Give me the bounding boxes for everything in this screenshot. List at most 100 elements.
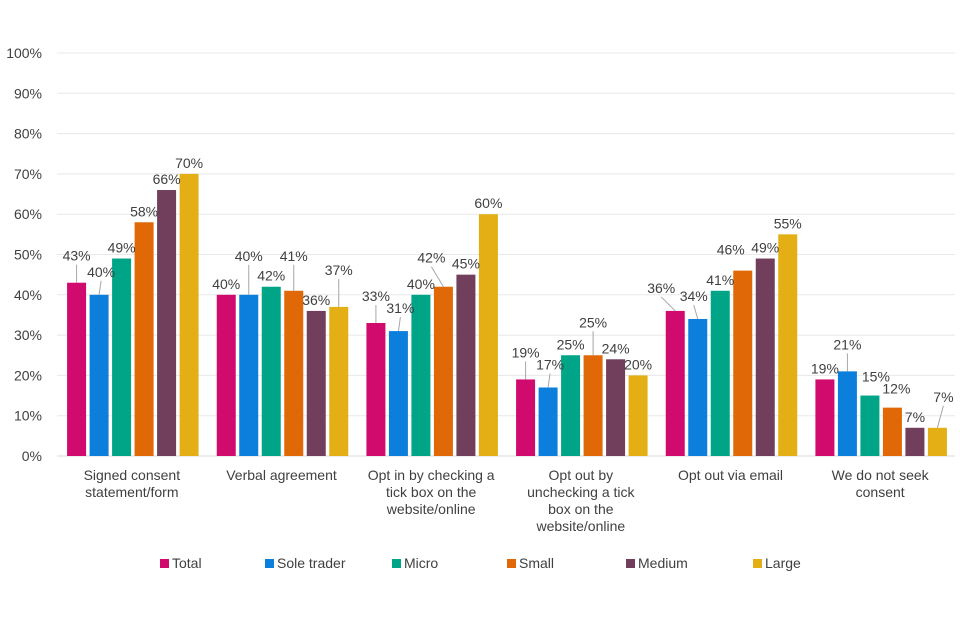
data-label: 41% [280, 248, 308, 264]
legend-label: Small [519, 555, 555, 571]
bar-micro [261, 286, 281, 456]
data-label: 66% [153, 171, 181, 187]
legend-swatch [626, 558, 635, 568]
y-axis-ticks: 0% 10% 20% 30% 40% 50% 60% 70% 80% 90% 100% [6, 45, 42, 464]
category-label-line: website/online [535, 518, 625, 534]
category-label-line: consent [856, 484, 905, 500]
data-label: 45% [452, 256, 480, 272]
category-label-line: Verbal agreement [226, 467, 337, 483]
category-label: Signed consent statement/form [84, 467, 181, 500]
bar-micro [561, 355, 581, 456]
bar-large [179, 173, 199, 456]
data-label: 58% [130, 203, 158, 219]
data-label: 19% [811, 360, 839, 376]
bar-large [927, 427, 947, 456]
bar-sole-trader [388, 331, 408, 456]
category-label-line: Opt out via email [678, 467, 783, 483]
category-label-line: Opt out by [549, 467, 614, 483]
category-label-line: tick box on the [386, 484, 476, 500]
bar-medium [755, 258, 775, 456]
data-label: 31% [386, 300, 414, 316]
bar-small [433, 286, 453, 456]
category-label: Opt out via email [678, 467, 783, 483]
leader-line [660, 296, 676, 312]
legend-swatch [265, 558, 274, 568]
data-label: 25% [557, 336, 585, 352]
bar-total [815, 379, 835, 456]
data-label: 7% [933, 389, 953, 405]
data-label: 19% [512, 344, 540, 360]
bars [67, 173, 947, 456]
y-tick-label: 100% [6, 45, 42, 61]
data-label: 55% [774, 215, 802, 231]
label-leader-lines [76, 264, 944, 428]
data-label: 40% [212, 276, 240, 292]
bar-sole-trader [837, 371, 857, 456]
legend-item-micro: Micro [392, 555, 438, 571]
data-label: 42% [417, 250, 445, 266]
legend-item-total: Total [160, 555, 202, 571]
leader-line [430, 266, 444, 287]
legend-item-sole-trader: Sole trader [265, 555, 345, 571]
data-label: 25% [579, 314, 607, 330]
data-label: 21% [833, 336, 861, 352]
bar-large [628, 375, 648, 456]
data-label: 49% [108, 240, 136, 256]
legend-item-large: Large [753, 555, 801, 571]
data-label: 46% [717, 242, 745, 258]
bar-total [67, 282, 87, 456]
data-label: 40% [407, 276, 435, 292]
y-tick-label: 60% [14, 206, 42, 222]
legend-label: Medium [638, 555, 688, 571]
bar-sole-trader [688, 318, 708, 456]
category-label-line: website/online [386, 501, 476, 517]
data-label: 24% [602, 340, 630, 356]
y-tick-label: 10% [14, 408, 42, 424]
category-label-line: Signed consent [84, 467, 181, 483]
data-labels: 43%40%49%58%66%70%40%40%42%41%36%37%33%3… [63, 155, 954, 425]
legend-item-medium: Medium [626, 555, 688, 571]
bar-micro [710, 290, 730, 456]
bar-sole-trader [538, 387, 558, 456]
x-axis-category-labels: Signed consent statement/form Verbal agree… [84, 467, 930, 534]
bar-small [882, 407, 902, 456]
bar-total [366, 323, 386, 456]
y-tick-label: 70% [14, 166, 42, 182]
category-label: Verbal agreement [226, 467, 337, 483]
data-label: 40% [87, 264, 115, 280]
legend: Total Sole trader Micro Small Medium Large [160, 555, 820, 575]
y-tick-label: 20% [14, 367, 42, 383]
data-label: 70% [175, 155, 203, 171]
bar-medium [905, 427, 925, 456]
bar-small [583, 355, 603, 456]
leader-line [547, 373, 551, 388]
bar-small [134, 222, 154, 456]
data-label: 12% [882, 381, 910, 397]
data-label: 36% [647, 280, 675, 296]
leader-line [936, 405, 944, 428]
bar-sole-trader [239, 294, 259, 456]
data-label: 34% [680, 288, 708, 304]
data-label: 15% [862, 369, 890, 385]
data-label: 41% [706, 272, 734, 288]
bar-micro [411, 294, 431, 456]
leader-line [98, 280, 102, 295]
data-label: 40% [235, 248, 263, 264]
y-tick-label: 0% [22, 448, 42, 464]
category-label: Opt out by unchecking a tick box on the web… [527, 467, 635, 534]
legend-swatch [392, 558, 401, 568]
data-label: 49% [751, 240, 779, 256]
legend-label: Micro [404, 555, 439, 571]
bar-medium [306, 310, 326, 456]
data-label: 33% [362, 288, 390, 304]
data-label: 37% [325, 262, 353, 278]
y-tick-label: 80% [14, 126, 42, 142]
category-label-line: statement/form [85, 484, 178, 500]
bar-medium [456, 274, 476, 456]
bar-medium [606, 359, 626, 456]
data-label: 20% [624, 356, 652, 372]
bar-sole-trader [89, 294, 109, 456]
bar-large [329, 306, 349, 456]
bar-total [665, 310, 685, 456]
category-label-line: We do not seek [832, 467, 930, 483]
